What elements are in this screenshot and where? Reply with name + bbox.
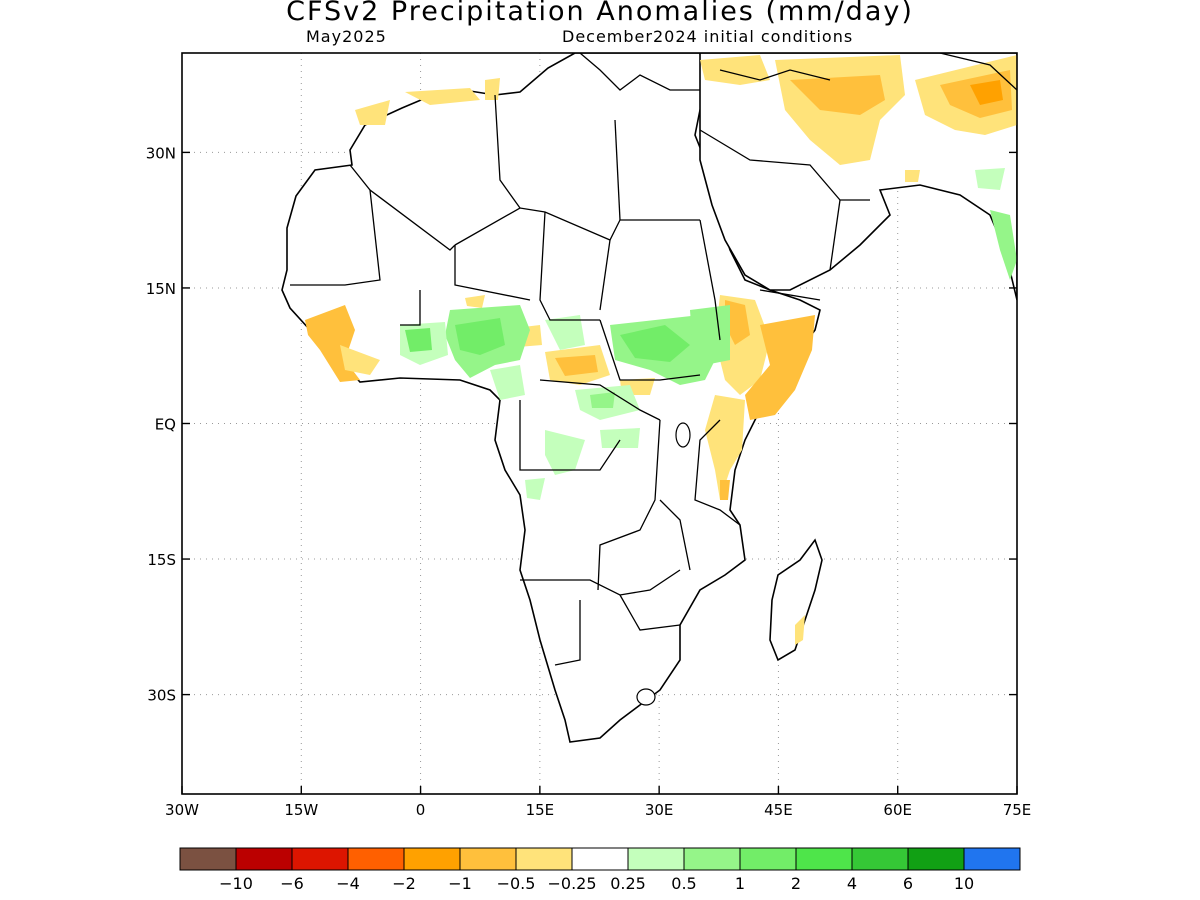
- colorbar-label: −4: [336, 874, 360, 893]
- lake-victoria: [675, 422, 691, 448]
- x-tick-label: 30E: [645, 801, 674, 819]
- colorbar-swatch: [403, 847, 461, 871]
- colorbar-swatch: [347, 847, 405, 871]
- x-tick-label: 15W: [284, 801, 318, 819]
- colorbar-swatch: [571, 847, 629, 871]
- colorbar-label: 0.25: [610, 874, 646, 893]
- colorbar-swatch: [515, 847, 573, 871]
- chart-title: CFSv2 Precipitation Anomalies (mm/day): [286, 0, 914, 27]
- y-tick-label: 30S: [147, 687, 176, 705]
- colorbar-swatch: [235, 847, 293, 871]
- axis-ticks: [181, 151, 1018, 794]
- colorbar-label: −0.25: [547, 874, 596, 893]
- x-tick-label: 45E: [764, 801, 793, 819]
- colorbar-label: 6: [903, 874, 913, 893]
- colorbar-label: 10: [954, 874, 974, 893]
- init-conditions-label: December2024 initial conditions: [562, 27, 854, 46]
- x-tick-label: 75E: [1003, 801, 1032, 819]
- x-tick-label: 15E: [526, 801, 555, 819]
- valid-period-label: May2025: [306, 27, 387, 46]
- x-axis-labels: 30W 15W 0 15E 30E 45E 60E 75E: [165, 801, 1031, 819]
- colorbar-label: −2: [392, 874, 416, 893]
- colorbar-label: 4: [847, 874, 857, 893]
- colorbar-label: 2: [791, 874, 801, 893]
- y-tick-label: EQ: [155, 416, 176, 434]
- colorbar-label: 1: [735, 874, 745, 893]
- x-tick-label: 30W: [165, 801, 199, 819]
- madagascar-coastline: [769, 538, 823, 662]
- colorbar-label: −6: [280, 874, 304, 893]
- colorbar-label: −1: [448, 874, 472, 893]
- lesotho-border: [636, 688, 656, 706]
- colorbar-swatch: [683, 847, 741, 871]
- colorbar-swatch: [739, 847, 797, 871]
- x-tick-label: 60E: [883, 801, 912, 819]
- colorbar-swatch: [907, 847, 965, 871]
- colorbar-label: 0.5: [671, 874, 696, 893]
- colorbar-swatch: [291, 847, 349, 871]
- colorbar-label: −10: [219, 874, 253, 893]
- colorbar-swatch: [627, 847, 685, 871]
- y-tick-label: 15N: [146, 280, 176, 298]
- x-tick-label: 0: [416, 801, 426, 819]
- country-borders: [290, 94, 870, 666]
- y-axis-labels: 30N 15N EQ 15S 30S: [146, 144, 176, 704]
- colorbar-swatch: [459, 847, 517, 871]
- colorbar-swatch: [795, 847, 853, 871]
- colorbar-label: −0.5: [497, 874, 536, 893]
- colorbar-labels: −10 −6 −4 −2 −1 −0.5 −0.25 0.25 0.5 1 2 4 6 10: [219, 874, 974, 893]
- dry-anomalies: [305, 55, 1017, 645]
- colorbar-swatch: [851, 847, 909, 871]
- colorbar-swatch: [963, 847, 1021, 871]
- colorbar-swatch: [179, 847, 237, 871]
- europe-coastline: [579, 53, 1017, 91]
- y-tick-label: 15S: [147, 551, 176, 569]
- colorbar: [179, 847, 1021, 871]
- wet-anomalies: [400, 168, 1017, 500]
- y-tick-label: 30N: [146, 144, 176, 162]
